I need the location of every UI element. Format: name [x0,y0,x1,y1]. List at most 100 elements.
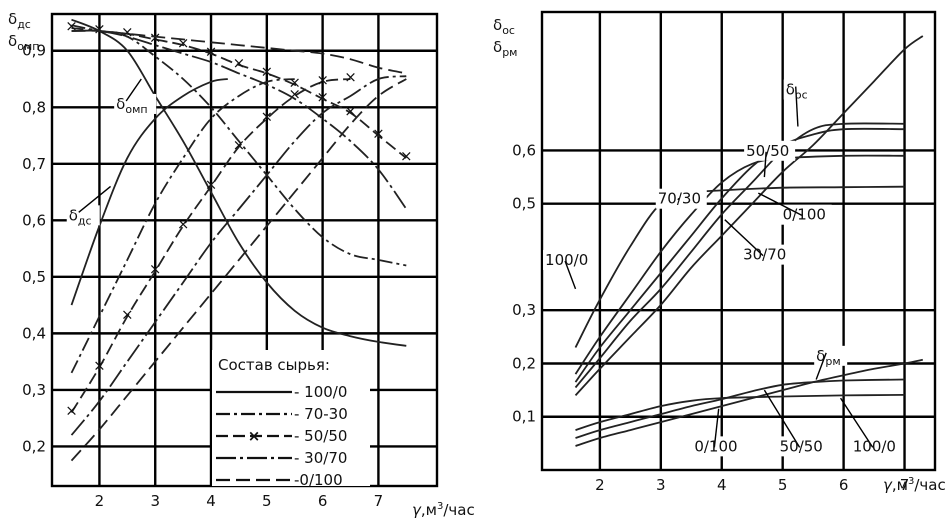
y-tick-label: 0,2 [22,437,46,455]
annotation-label-part: δ [69,206,78,224]
y-axis-label-part: дс [17,18,31,31]
cross-marker: × [288,85,301,103]
y-tick-label: 0,5 [512,195,536,213]
annotation-leader [724,219,764,257]
x-axis-label-part: ,м [892,476,908,494]
annotation-label: 30/70 [743,246,786,264]
annotation-leader [757,192,803,217]
annotation-label: 50/50 [780,437,823,455]
series-line-30-70-ds [70,75,407,436]
cross-marker: × [288,74,301,92]
x-tick-label: 2 [595,476,605,494]
cross-marker: × [93,356,106,374]
annotation-label: δдс [69,206,92,227]
annotation-bg [655,188,707,209]
legend-label: - 100/0 [294,383,347,401]
legend-cross-marker: × [248,427,261,445]
series-group: ×××××××××× ×× × × × × ×× ×××××× [65,17,413,462]
annotation-label-part: 100/0 [545,251,588,269]
y-axis-label-part: омп [17,40,39,53]
annotation-bg [66,205,100,226]
annotation-label: 100/0 [853,437,896,455]
annotation-bg [850,436,902,457]
annotation-label: 50/50 [746,142,789,160]
y-tick-label: 0,5 [22,268,46,286]
x-tick-label: 5 [778,476,788,494]
annotation-label: 70/30 [658,190,701,208]
cross-marker: × [177,34,190,52]
cross-marker: × [205,43,218,61]
series-line-50-50-os [574,127,905,383]
series-line-50-50-ds [70,78,351,413]
series-line-100-0-omp [71,18,407,347]
series-line-0-100-omp [71,29,407,75]
y-axis-label-part: δ [8,32,17,50]
legend: Состав сырья: - 100/0 - 70-30 × - 50/50 - 30/… [212,350,370,489]
x-axis-label-part: γ [412,501,422,519]
series-line-0-100-ds [70,78,407,462]
x-axis-label: γ,м3/час [883,476,946,494]
annotation-label-part: ос [795,89,808,102]
annotation-label-part: 100/0 [853,437,896,455]
y-tick-label: 0,6 [22,211,46,229]
series-line-100-0-ds [70,78,228,306]
cross-marker: × [233,136,246,154]
annotation-label-part: 30/70 [743,246,786,264]
legend-box [212,350,370,486]
annotation-bg [543,249,595,270]
legend-label: -0/100 [294,471,343,489]
y-axis-label: δрм [493,38,517,59]
y-axis-label-part: рм [502,46,517,59]
annotation-leader [839,397,874,448]
annotation-leader [677,197,680,201]
annotation-leader [795,86,799,127]
cross-marker: × [372,125,385,143]
cross-marker: × [65,17,78,35]
x-axis-label-part: 3 [437,501,443,512]
annotation-label-part: δ [116,95,125,113]
series-line-100-0-os [574,185,905,348]
x-tick-label: 7 [900,476,910,494]
series-line-70-30-ds [70,78,295,374]
y-axis-label: δомп [8,32,39,53]
y-axis-label-part: δ [493,38,502,56]
right-chart: 2 3 4 5 6 70,10,20,30,50,6δосδрмγ,м3/часδос50… [493,10,946,494]
y-tick-label: 0,4 [22,324,46,342]
series-line-30-70-os [574,122,905,389]
x-axis-label-part: /час [914,476,945,494]
y-axis-label-part: ос [502,24,515,37]
annotation-label-part: омп [125,103,147,116]
cross-marker: × [177,215,190,233]
y-axis-label-part: δ [8,10,17,28]
legend-title: Состав сырья: [218,356,330,374]
cross-marker: × [344,68,357,86]
x-axis-label-part: ,м [421,501,437,519]
annotation-label-part: дс [78,214,92,227]
x-tick-label: 6 [318,492,328,510]
x-tick-label: 4 [206,492,216,510]
cross-marker: × [121,305,134,323]
cross-marker: × [316,88,329,106]
x-axis-label-part: 3 [908,476,914,487]
annotation-label-part: 50/50 [780,437,823,455]
y-tick-label: 0,2 [512,354,536,372]
annotation-leader [564,260,577,290]
annotation-leader [78,185,112,213]
y-tick-label: 0,1 [512,408,536,426]
cross-marker: × [316,71,329,89]
cross-marker: × [400,147,413,165]
annotation-label-part: 0/100 [783,206,826,224]
x-tick-label: 6 [839,476,849,494]
x-axis-label-part: γ [883,476,893,494]
x-tick-label: 3 [656,476,666,494]
cross-marker: × [149,260,162,278]
cross-marker: × [65,402,78,420]
cross-marker: × [261,62,274,80]
annotation-label-part: 70/30 [658,190,701,208]
annotation-leader [763,389,801,448]
x-tick-label: 4 [717,476,727,494]
y-tick-label: 0,3 [512,301,536,319]
annotation-label-part: 50/50 [746,142,789,160]
left-chart: 2 3 4 5 6 70,20,30,40,50,60,70,80,9δдсδомпγ,м… [8,10,475,519]
